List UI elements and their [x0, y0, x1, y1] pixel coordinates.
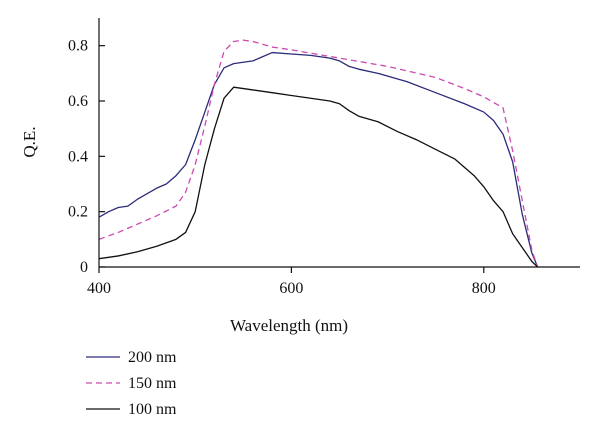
x-tick-label: 600 — [279, 280, 303, 297]
x-axis-label: Wavelength (nm) — [230, 316, 348, 335]
legend-label-2: 100 nm — [128, 401, 177, 418]
legend-label-0: 200 nm — [128, 349, 177, 366]
plot-lines — [98, 39, 539, 268]
y-tick-label: 0 — [80, 259, 88, 276]
legend-label-1: 150 nm — [128, 375, 177, 392]
series-line-2 — [98, 86, 539, 268]
y-ticks: 0 0.2 0.4 0.6 0.8 — [68, 38, 105, 276]
x-ticks: 400 600 800 — [87, 267, 496, 297]
y-tick-label: 0.4 — [68, 148, 88, 165]
x-tick-label: 800 — [472, 280, 496, 297]
series-line-0 — [98, 51, 539, 268]
x-tick-label: 400 — [87, 280, 111, 297]
series-line-1 — [98, 39, 539, 268]
y-axis-label: Q.E. — [20, 126, 39, 157]
y-tick-label: 0.8 — [68, 38, 88, 55]
legend: 200 nm 150 nm 100 nm — [86, 349, 177, 418]
axes — [98, 18, 580, 268]
y-tick-label: 0.2 — [68, 204, 88, 221]
y-tick-label: 0.6 — [68, 93, 88, 110]
